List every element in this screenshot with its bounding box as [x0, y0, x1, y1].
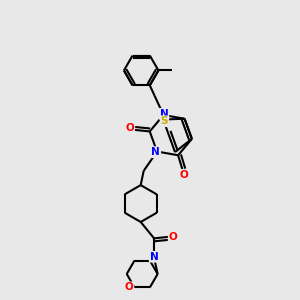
Text: O: O [179, 170, 188, 180]
Text: O: O [169, 232, 177, 242]
Text: N: N [160, 109, 169, 119]
Text: O: O [125, 124, 134, 134]
Text: O: O [125, 282, 134, 292]
Text: N: N [150, 252, 158, 262]
Text: N: N [152, 147, 160, 157]
Text: S: S [160, 116, 168, 126]
